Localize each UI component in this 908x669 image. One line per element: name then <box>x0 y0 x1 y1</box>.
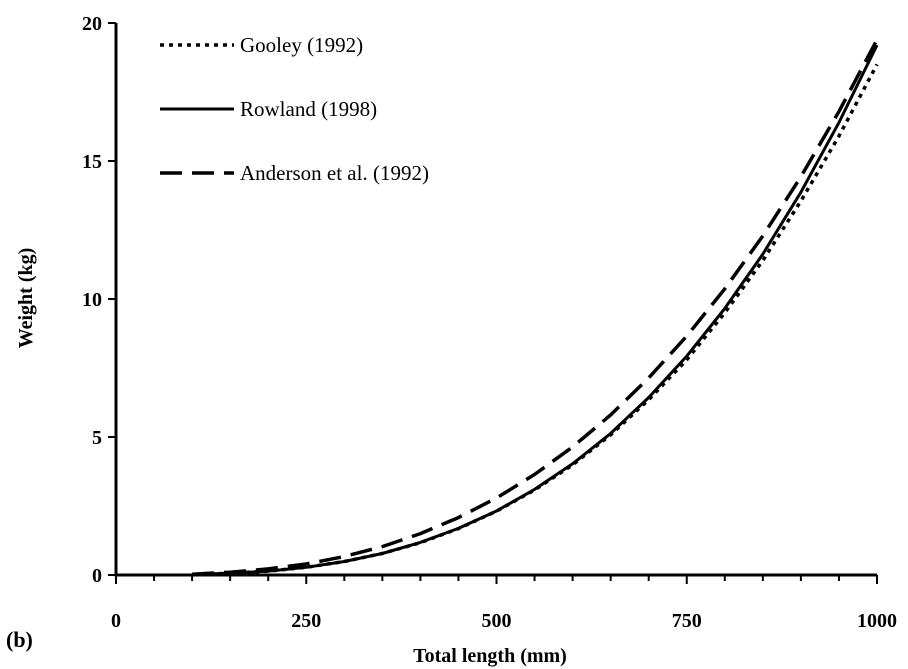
series-line-dotted <box>192 63 879 577</box>
series-line-dashed <box>192 38 879 576</box>
legend-label: Gooley (1992) <box>240 33 363 57</box>
x-tick-label: 500 <box>482 610 512 632</box>
series-line-solid <box>192 44 879 576</box>
axes <box>114 23 877 577</box>
y-tick-label: 10 <box>82 289 102 311</box>
y-axis-title: Weight (kg) <box>15 248 37 349</box>
legend-label: Anderson et al. (1992) <box>240 161 429 185</box>
y-tick-label: 0 <box>92 565 102 587</box>
y-tick-label: 20 <box>82 13 102 35</box>
y-tick-label: 15 <box>82 151 102 173</box>
ticks <box>108 22 878 584</box>
tick-labels: 0 5 10 15 20 0 250 500 750 1000 <box>82 13 897 632</box>
x-axis-title: Total length (mm) <box>413 645 567 667</box>
series-layer <box>192 38 879 577</box>
x-tick-label: 250 <box>291 610 321 632</box>
legend: Gooley (1992) Rowland (1998) Anderson et a… <box>160 33 429 185</box>
x-tick-label: 1000 <box>857 610 897 632</box>
x-tick-label: 750 <box>672 610 702 632</box>
x-tick-label: 0 <box>111 610 121 632</box>
legend-label: Rowland (1998) <box>240 97 377 121</box>
y-tick-label: 5 <box>92 427 102 449</box>
panel-label: (b) <box>6 627 33 652</box>
